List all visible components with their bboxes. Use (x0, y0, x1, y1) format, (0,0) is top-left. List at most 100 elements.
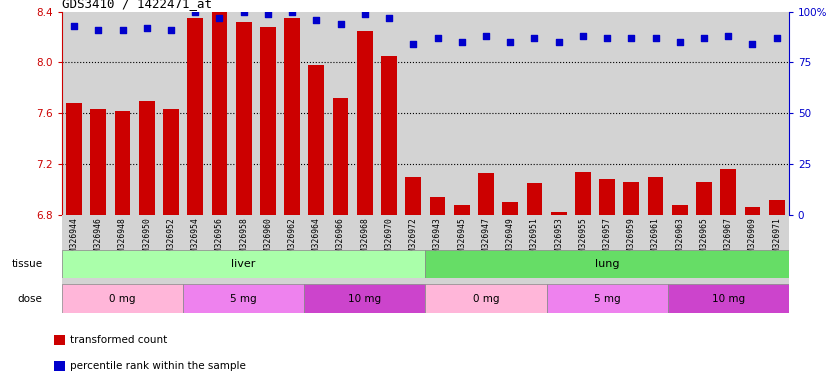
Point (479, 33, 492, 39)
Text: GSM326953: GSM326953 (554, 217, 563, 261)
Point (213, 15, 226, 21)
Bar (62, 250, 425, 278)
Point (92, 27, 105, 33)
Text: 10 mg: 10 mg (712, 293, 745, 304)
Point (382, 15, 396, 21)
Text: GSM326955: GSM326955 (578, 217, 587, 261)
Bar (667, 284, 789, 313)
Text: GSM326967: GSM326967 (724, 217, 733, 261)
Text: GSM326959: GSM326959 (627, 217, 636, 261)
Text: GSM326972: GSM326972 (409, 217, 418, 261)
Bar (235, 22, 252, 215)
Text: GSM326947: GSM326947 (482, 217, 491, 261)
Point (431, 35, 444, 41)
Bar (744, 207, 761, 215)
Point (504, 39, 517, 45)
Point (261, 10, 274, 17)
Point (697, 35, 710, 41)
Text: GSM326954: GSM326954 (191, 217, 200, 261)
Bar (425, 250, 789, 278)
Text: 0 mg: 0 mg (472, 293, 499, 304)
Text: GSM326964: GSM326964 (312, 217, 320, 261)
Text: GSM326960: GSM326960 (263, 217, 273, 261)
Text: tissue: tissue (12, 259, 43, 269)
Text: GSM326950: GSM326950 (142, 217, 151, 261)
Bar (62, 284, 183, 313)
Text: 0 mg: 0 mg (109, 293, 135, 304)
Bar (624, 182, 639, 215)
Bar (575, 172, 591, 215)
Bar (599, 179, 615, 215)
Text: lung: lung (595, 259, 620, 269)
Text: 10 mg: 10 mg (349, 293, 382, 304)
Text: GSM326952: GSM326952 (167, 217, 175, 261)
Text: GSM326969: GSM326969 (748, 217, 757, 261)
Point (116, 27, 129, 33)
Point (237, 8, 250, 15)
Point (528, 35, 541, 41)
Point (140, 25, 154, 31)
Text: GSM326958: GSM326958 (240, 217, 248, 261)
Bar (648, 177, 663, 215)
Point (746, 41, 759, 47)
Bar (381, 56, 397, 215)
Point (68, 23, 81, 29)
Bar (260, 27, 276, 215)
Bar (54, 335, 64, 346)
Text: GSM326945: GSM326945 (458, 217, 466, 261)
Bar (54, 361, 64, 371)
Point (601, 35, 614, 41)
Bar (188, 18, 203, 215)
Text: GSM326970: GSM326970 (385, 217, 393, 261)
Bar (406, 177, 421, 215)
Bar (547, 284, 667, 313)
Bar (672, 205, 688, 215)
Bar (526, 183, 543, 215)
Bar (333, 98, 349, 215)
Point (577, 33, 590, 39)
Bar (696, 182, 712, 215)
Text: GSM326963: GSM326963 (676, 217, 684, 261)
Text: GSM326961: GSM326961 (651, 217, 660, 261)
Point (455, 39, 468, 45)
Bar (720, 169, 736, 215)
Text: GSM326943: GSM326943 (433, 217, 442, 261)
Text: GSM326944: GSM326944 (69, 217, 78, 261)
Text: GSM326965: GSM326965 (700, 217, 709, 261)
Text: 5 mg: 5 mg (594, 293, 620, 304)
Bar (551, 212, 567, 215)
Text: GDS3410 / 1422471_at: GDS3410 / 1422471_at (62, 0, 212, 10)
Text: GSM326951: GSM326951 (530, 217, 539, 261)
Point (286, 8, 299, 15)
Bar (453, 205, 470, 215)
Bar (139, 101, 154, 215)
Text: GSM326956: GSM326956 (215, 217, 224, 261)
Text: GSM326946: GSM326946 (94, 217, 102, 261)
Bar (211, 0, 227, 215)
Bar (769, 200, 785, 215)
Bar (425, 284, 547, 313)
Bar (90, 109, 107, 215)
Point (673, 39, 686, 45)
Bar (163, 109, 179, 215)
Bar (115, 111, 131, 215)
Text: 5 mg: 5 mg (230, 293, 257, 304)
Bar (502, 202, 518, 215)
Bar (183, 284, 304, 313)
Bar (357, 31, 373, 215)
Bar (308, 65, 325, 215)
Point (722, 33, 735, 39)
Bar (304, 284, 425, 313)
Point (406, 41, 420, 47)
Text: transformed count: transformed count (70, 335, 168, 345)
Point (188, 8, 202, 15)
Bar (478, 173, 494, 215)
Text: GSM326957: GSM326957 (603, 217, 611, 261)
Text: GSM326962: GSM326962 (287, 217, 297, 261)
Text: percentile rank within the sample: percentile rank within the sample (70, 361, 246, 371)
Text: GSM326948: GSM326948 (118, 217, 127, 261)
Text: GSM326971: GSM326971 (772, 217, 781, 261)
Point (770, 35, 783, 41)
Point (358, 10, 372, 17)
Text: dose: dose (17, 293, 43, 304)
